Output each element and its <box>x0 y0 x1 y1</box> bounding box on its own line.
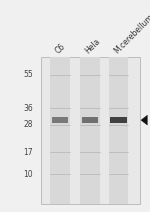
Text: C6: C6 <box>54 42 67 55</box>
Bar <box>50 57 70 204</box>
Text: Hela: Hela <box>84 36 102 55</box>
Bar <box>80 57 100 204</box>
Text: M.cerebellum: M.cerebellum <box>112 12 150 55</box>
Bar <box>40 57 140 204</box>
Text: 55: 55 <box>23 70 33 79</box>
Text: 17: 17 <box>23 148 33 157</box>
Text: 36: 36 <box>23 104 33 113</box>
Text: 28: 28 <box>24 120 33 129</box>
Bar <box>109 57 128 204</box>
Polygon shape <box>141 115 147 125</box>
Text: 10: 10 <box>23 170 33 179</box>
Bar <box>110 117 127 123</box>
Bar <box>82 117 98 123</box>
Bar <box>52 117 68 123</box>
